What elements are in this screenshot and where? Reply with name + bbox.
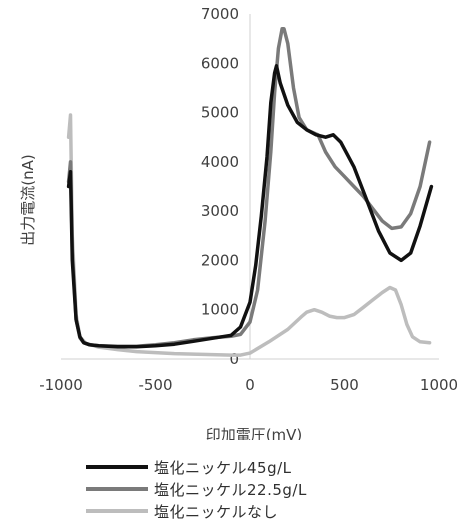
y-tick-label: 0: [229, 350, 239, 368]
axes: [61, 14, 439, 360]
y-tick-label: 5000: [201, 104, 239, 122]
legend-item: 塩化ニッケル22.5g/L: [86, 478, 307, 500]
x-tick-label: 0: [245, 376, 255, 394]
y-tick-label: 7000: [201, 5, 239, 23]
y-axis-title: 出力電流(nA): [19, 154, 37, 245]
y-tick-label: 6000: [201, 54, 239, 72]
legend-item: 塩化ニッケル45g/L: [86, 456, 307, 478]
series-lines: [66, 27, 434, 357]
legend-label: 塩化ニッケル22.5g/L: [154, 480, 307, 499]
x-tick-label: -1000: [39, 376, 83, 394]
x-axis-title: 印加電圧(mV): [206, 426, 303, 440]
legend-swatch: [86, 487, 148, 491]
legend-swatch: [86, 509, 148, 513]
y-tick-label: 1000: [201, 301, 239, 319]
x-tick-label: 1000: [420, 376, 458, 394]
series-line-1: [66, 64, 434, 349]
legend-swatch: [86, 465, 148, 469]
legend: 塩化ニッケル45g/L 塩化ニッケル22.5g/L 塩化ニッケルなし: [86, 456, 307, 522]
x-tick-label: 500: [330, 376, 359, 394]
legend-label: 塩化ニッケルなし: [154, 502, 279, 521]
legend-item: 塩化ニッケルなし: [86, 500, 307, 522]
x-tick-labels: -1000 -500 0 500 1000: [39, 376, 458, 394]
x-tick-label: -500: [138, 376, 172, 394]
y-tick-labels: 0 1000 2000 3000 4000 5000 6000 7000: [201, 5, 239, 368]
y-tick-label: 2000: [201, 251, 239, 269]
y-tick-label: 3000: [201, 202, 239, 220]
y-tick-label: 4000: [201, 153, 239, 171]
legend-label: 塩化ニッケル45g/L: [154, 458, 292, 477]
